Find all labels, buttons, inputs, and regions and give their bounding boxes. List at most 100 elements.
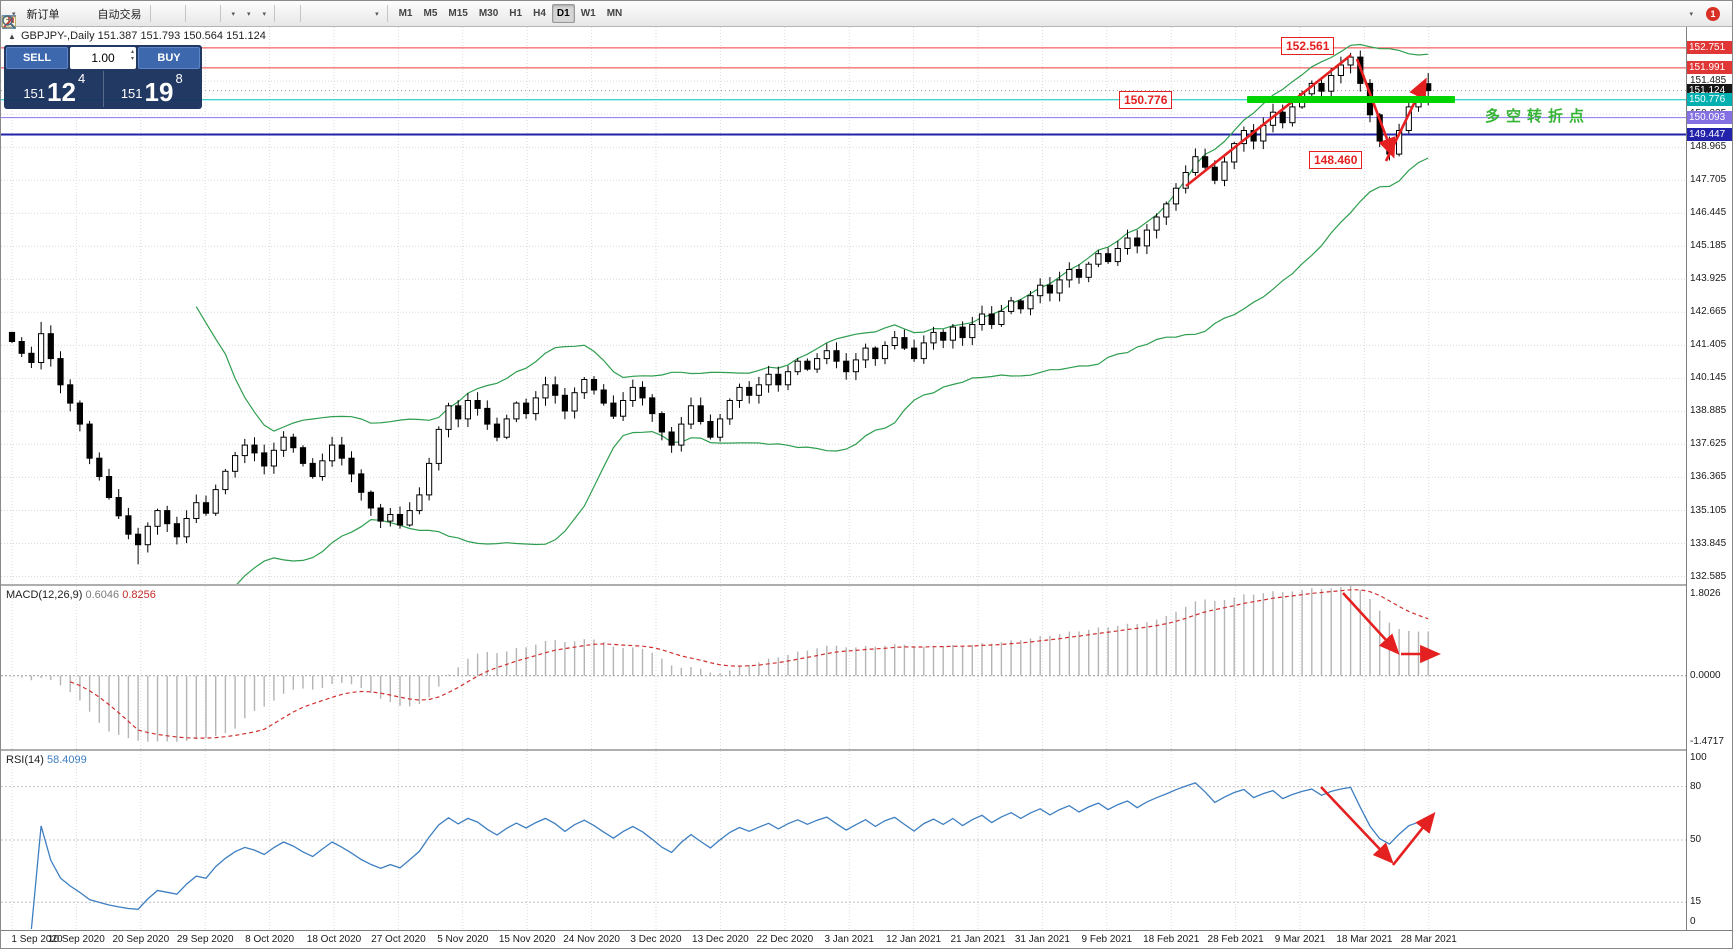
caret-down-icon: ▾	[262, 10, 267, 18]
macd-panel-canvas[interactable]	[1, 586, 1686, 749]
one-click-trading-panel: SELL 1.00 ▴ ▾ BUY 151 12 4 151 19 8	[4, 45, 202, 109]
toolbar-separator	[300, 5, 302, 22]
date-axis-label: 29 Sep 2020	[176, 934, 234, 945]
price-annotation-label[interactable]: 152.561	[1281, 37, 1335, 55]
zoom-out-button[interactable]	[2, 3, 207, 29]
date-axis-label: 21 Jan 2021	[950, 934, 1006, 945]
volume-input[interactable]: 1.00 ▴ ▾	[70, 47, 136, 69]
rsi-axis-0: 0	[1690, 916, 1696, 927]
one-click-collapse-icon[interactable]: ▲	[8, 32, 16, 41]
timeframe-m30-button[interactable]: M30	[478, 8, 499, 19]
date-axis-label: 31 Jan 2021	[1014, 934, 1070, 945]
timeframe-toolbar: M1 M5 M15 M30 H1 H4 D1 W1 MN	[394, 4, 628, 23]
line-chart-button[interactable]	[1, 3, 181, 26]
macd-axis-zero: 0.0000	[1690, 669, 1721, 681]
timeframe-w1-button[interactable]: W1	[580, 8, 596, 19]
spin-down-icon[interactable]: ▾	[130, 56, 134, 63]
volume-spinner[interactable]: ▴ ▾	[131, 49, 134, 63]
trade-panel-prices: 151 12 4 151 19 8	[6, 71, 200, 107]
price-axis-tick: 143.925	[1690, 273, 1727, 285]
crosshair-button[interactable]	[2, 3, 296, 28]
date-axis-label: 3 Jan 2021	[824, 934, 874, 945]
price-axis-tick: 138.885	[1690, 405, 1727, 417]
fibonacci-button[interactable]: f	[2, 3, 349, 28]
date-axis-label: 8 Oct 2020	[245, 934, 295, 945]
trade-panel-controls: SELL 1.00 ▴ ▾ BUY	[6, 47, 200, 69]
horizontal-line-button[interactable]	[2, 3, 322, 24]
support-resistance-bar[interactable]	[1247, 96, 1455, 103]
macd-name: MACD(12,26,9)	[6, 589, 83, 601]
price-axis-tick: 133.845	[1690, 537, 1727, 549]
navigator-button[interactable]	[2, 3, 91, 28]
date-axis-label: 13 Dec 2020	[692, 934, 749, 945]
timeframe-h1-button[interactable]: H1	[509, 8, 523, 19]
timeframe-h4-button[interactable]: H4	[533, 8, 546, 19]
sell-button[interactable]: SELL	[6, 47, 68, 69]
ohlc-values-text: 151.387 151.793 150.564 151.124	[97, 30, 266, 42]
timeframe-d1-button[interactable]: D1	[551, 4, 575, 23]
price-axis-tick: 148.965	[1690, 141, 1727, 153]
macd-axis-max: 1.8026	[1690, 588, 1721, 599]
date-axis-label: 18 Mar 2021	[1336, 934, 1393, 945]
bar-chart-button[interactable]	[2, 3, 163, 27]
rsi-axis-50: 50	[1690, 834, 1702, 845]
price-annotation-label[interactable]: 150.776	[1119, 91, 1173, 109]
rsi-axis-80: 80	[1690, 780, 1702, 792]
timeframe-m15-button[interactable]: M15	[448, 8, 468, 19]
autotrade-button[interactable]: 自动交易	[5, 3, 146, 26]
notification-badge[interactable]: 1	[1706, 6, 1720, 21]
zoom-in-button[interactable]	[2, 3, 198, 29]
main-chart-canvas[interactable]	[1, 27, 1686, 584]
notifications-button[interactable]: 1	[1702, 3, 1724, 24]
timeframe-m1-button[interactable]: M1	[398, 8, 413, 19]
chart-symbol-label: GBPJPY-,Daily 151.387 151.793 150.564 15…	[21, 30, 266, 42]
date-axis-label: 20 Sep 2020	[112, 934, 170, 945]
equidistant-channel-button[interactable]	[2, 3, 340, 28]
templates-button[interactable]: ▾	[2, 3, 271, 28]
cursor-button[interactable]	[5, 3, 287, 27]
data-window-button[interactable]	[2, 3, 82, 28]
timeframe-m5-button[interactable]: M5	[423, 8, 438, 19]
search-button[interactable]: ▾	[2, 3, 1697, 29]
sell-price: 151 12 4	[6, 71, 103, 107]
indicators-button[interactable]: ▾	[2, 3, 240, 28]
price-annotation-label[interactable]: 148.460	[1309, 151, 1363, 169]
timeframe-mn-button[interactable]: MN	[606, 8, 623, 19]
caret-down-icon: ▾	[375, 10, 379, 18]
date-axis-label: 18 Oct 2020	[306, 934, 362, 945]
panel-separator[interactable]	[1, 584, 1686, 586]
periods-button[interactable]: ▾	[2, 3, 255, 28]
macd-indicator-label: MACD(12,26,9) 0.6046 0.8256	[6, 589, 156, 601]
arrows-button[interactable]: ▾	[3, 3, 383, 28]
price-axis-tick: 142.665	[1690, 306, 1727, 318]
panel-separator[interactable]	[1, 749, 1686, 751]
text-label-button[interactable]: T	[2, 3, 367, 27]
candle-chart-button[interactable]	[3, 3, 172, 28]
text-button[interactable]: A	[5, 3, 358, 29]
chart-note-text[interactable]: 多空转折点	[1485, 108, 1591, 125]
tile-windows-button[interactable]	[2, 3, 216, 29]
price-axis-tick: 145.185	[1690, 240, 1727, 252]
buy-button[interactable]: BUY	[138, 47, 200, 69]
new-order-button[interactable]: 新订单	[2, 3, 64, 29]
rsi-panel-canvas[interactable]	[1, 751, 1686, 929]
vertical-line-button[interactable]	[8, 3, 313, 28]
spin-up-icon[interactable]: ▴	[130, 49, 134, 55]
symbol-period-text: GBPJPY-,Daily	[21, 30, 95, 42]
date-axis-label: 12 Jan 2021	[886, 934, 942, 945]
new-order-label: 新订单	[26, 8, 60, 21]
market-watch-button[interactable]	[2, 3, 73, 28]
macd-axis-min: -1.4717	[1690, 736, 1724, 747]
date-axis-label: 5 Nov 2020	[437, 934, 489, 945]
price-axis-tick: 141.405	[1690, 339, 1727, 351]
date-axis[interactable]: 1 Sep 2020 10 Sep 2020 20 Sep 2020 29 Sep 2…	[1, 930, 1732, 948]
rsi-indicator-label: RSI(14) 58.4099	[6, 754, 87, 766]
price-line-label: 150.093	[1686, 110, 1732, 124]
buy-price: 151 19 8	[102, 71, 201, 107]
trendline-button[interactable]	[2, 3, 331, 28]
price-axis-tick: 147.705	[1690, 174, 1727, 186]
price-scale[interactable]: 151.485150.225148.965147.705146.445145.1…	[1686, 1, 1732, 948]
toolbar-separator	[386, 5, 388, 22]
